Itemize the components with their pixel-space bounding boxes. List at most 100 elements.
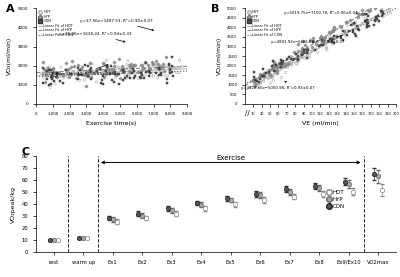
Point bbox=[328, 39, 335, 43]
Point bbox=[316, 35, 323, 40]
Point bbox=[320, 41, 326, 45]
Point bbox=[283, 187, 289, 192]
Point bbox=[49, 73, 55, 78]
Point bbox=[104, 65, 110, 70]
Point bbox=[262, 75, 269, 80]
Point bbox=[124, 66, 130, 71]
Point bbox=[128, 62, 134, 66]
Point bbox=[334, 35, 340, 40]
Point bbox=[113, 64, 119, 69]
Point bbox=[299, 50, 305, 55]
Point bbox=[274, 63, 280, 68]
Point bbox=[153, 59, 159, 63]
Point bbox=[89, 70, 96, 74]
Point bbox=[46, 65, 52, 70]
Point bbox=[371, 22, 377, 27]
Point bbox=[288, 54, 294, 59]
Point bbox=[267, 72, 273, 76]
Point bbox=[77, 78, 83, 83]
Point bbox=[271, 60, 277, 65]
Point bbox=[44, 66, 51, 70]
Point bbox=[273, 63, 279, 67]
Point bbox=[380, 14, 386, 19]
Point bbox=[64, 70, 70, 75]
Point bbox=[129, 71, 135, 76]
Point bbox=[320, 43, 326, 47]
Point bbox=[120, 68, 126, 73]
Point bbox=[259, 73, 265, 78]
Text: y=33.96x+1415.42, R²=0.83±0.06: y=33.96x+1415.42, R²=0.83±0.06 bbox=[42, 65, 114, 76]
Point bbox=[146, 74, 152, 78]
Point bbox=[65, 67, 72, 71]
X-axis label: Exercise time(s): Exercise time(s) bbox=[86, 121, 137, 126]
Point bbox=[42, 80, 48, 84]
Point bbox=[85, 74, 92, 79]
Point bbox=[105, 66, 111, 71]
Point bbox=[80, 70, 86, 74]
Point bbox=[282, 63, 289, 67]
Point bbox=[60, 72, 66, 77]
Point bbox=[295, 49, 302, 53]
Point bbox=[130, 76, 137, 80]
Point bbox=[279, 59, 285, 64]
Point bbox=[138, 69, 144, 73]
Point bbox=[274, 70, 280, 75]
Point bbox=[60, 74, 66, 79]
Point bbox=[266, 68, 272, 73]
Point bbox=[120, 78, 126, 82]
Point bbox=[301, 56, 308, 61]
Point bbox=[344, 24, 350, 28]
Point bbox=[340, 28, 346, 33]
Point bbox=[110, 69, 116, 73]
Point bbox=[100, 82, 106, 86]
Point bbox=[260, 74, 267, 79]
Point bbox=[145, 66, 152, 71]
Point bbox=[362, 19, 368, 24]
Y-axis label: VO₂(ml/min): VO₂(ml/min) bbox=[7, 37, 12, 75]
Point bbox=[147, 71, 153, 75]
Point bbox=[44, 65, 51, 70]
Point bbox=[282, 65, 288, 69]
Point bbox=[121, 70, 128, 74]
Point bbox=[294, 56, 300, 60]
Point bbox=[265, 70, 272, 74]
Point bbox=[349, 22, 356, 26]
Point bbox=[126, 65, 133, 69]
Point bbox=[75, 76, 81, 81]
Point bbox=[85, 69, 92, 73]
Point bbox=[251, 75, 257, 79]
Point bbox=[338, 36, 344, 40]
Point bbox=[131, 68, 137, 73]
Point bbox=[78, 70, 84, 74]
Point bbox=[331, 25, 337, 30]
Point bbox=[43, 71, 49, 75]
Point bbox=[266, 76, 272, 80]
Point bbox=[64, 69, 71, 74]
Point bbox=[153, 71, 160, 75]
Point bbox=[290, 50, 297, 55]
Point bbox=[285, 61, 291, 65]
Point bbox=[260, 66, 266, 71]
Point bbox=[168, 66, 174, 70]
Point bbox=[274, 69, 280, 73]
Point bbox=[318, 40, 325, 45]
Point bbox=[110, 64, 117, 68]
Point bbox=[110, 66, 116, 71]
Point bbox=[91, 71, 98, 75]
Y-axis label: VO₂peak/kg: VO₂peak/kg bbox=[11, 186, 16, 223]
Point bbox=[326, 35, 333, 39]
Point bbox=[306, 38, 313, 42]
Point bbox=[378, 9, 384, 13]
Point bbox=[143, 61, 149, 65]
Point bbox=[298, 55, 305, 59]
Point bbox=[331, 26, 338, 30]
Point bbox=[325, 30, 332, 35]
Point bbox=[84, 72, 91, 76]
Point bbox=[364, 18, 371, 23]
Point bbox=[352, 20, 359, 24]
Point bbox=[355, 27, 362, 31]
Point bbox=[279, 61, 285, 66]
Point bbox=[323, 46, 330, 51]
Point bbox=[63, 67, 69, 72]
Point bbox=[50, 70, 56, 75]
